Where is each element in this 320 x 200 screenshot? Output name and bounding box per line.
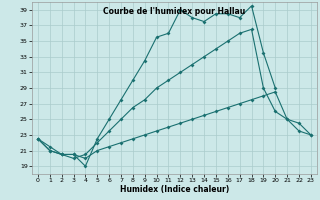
Text: Courbe de l'humidex pour Hallau: Courbe de l'humidex pour Hallau — [103, 7, 245, 16]
X-axis label: Humidex (Indice chaleur): Humidex (Indice chaleur) — [120, 185, 229, 194]
